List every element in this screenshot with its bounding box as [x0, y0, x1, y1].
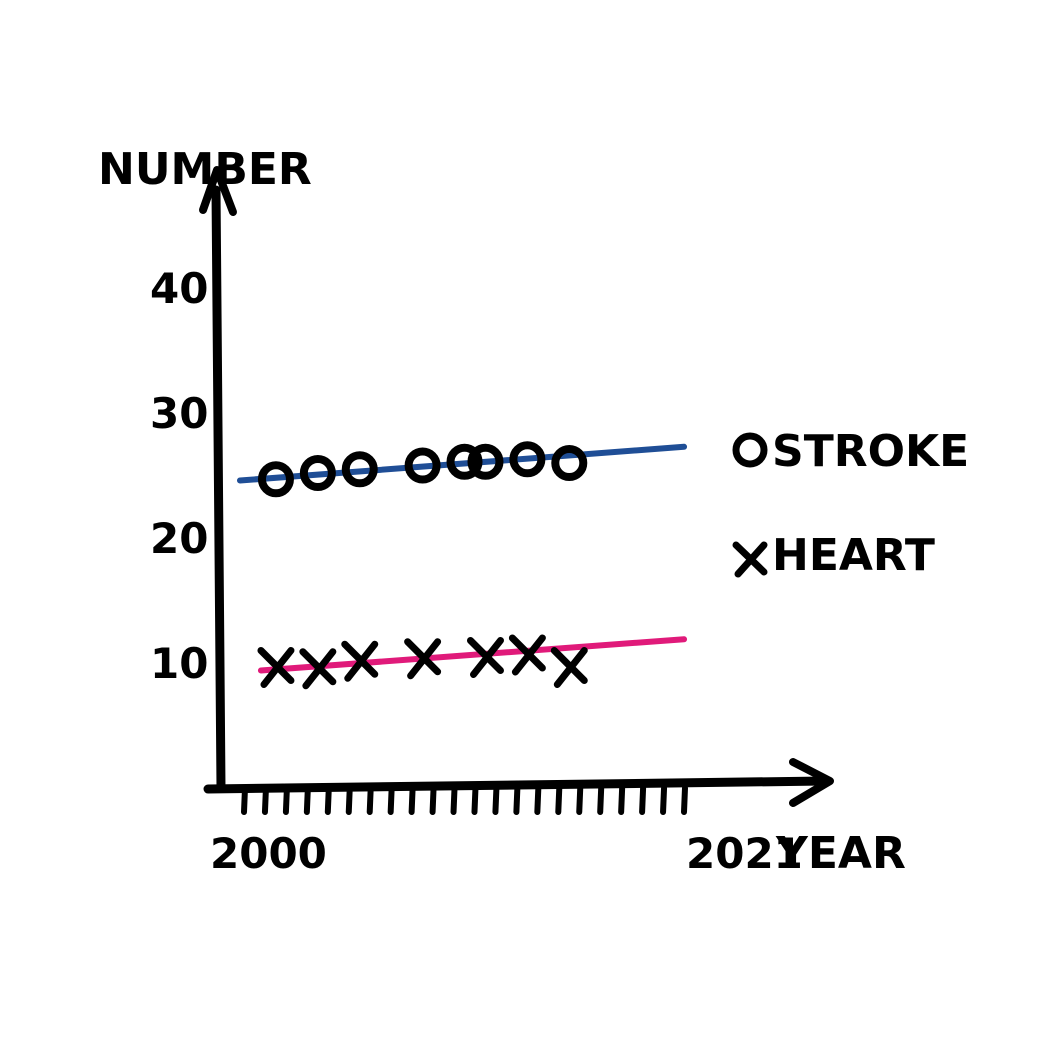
legend-item-stroke: STROKE: [732, 426, 969, 477]
x-tick: [387, 785, 395, 815]
marker-stroke: [341, 451, 378, 488]
marker-stroke: [257, 461, 294, 498]
marker-stroke: [509, 441, 546, 478]
x-tick: [241, 785, 248, 815]
legend-item-heart: HEART: [732, 530, 935, 581]
x-tick-label-end: 2021: [686, 829, 803, 878]
x-tick: [408, 785, 416, 815]
legend-label-heart: HEART: [772, 530, 935, 581]
x-tick: [366, 785, 374, 815]
marker-heart: [404, 638, 442, 680]
marker-stroke: [551, 445, 588, 481]
marker-stroke: [299, 455, 336, 491]
x-tick: [471, 785, 479, 815]
x-axis-arrow-icon: [789, 758, 834, 807]
x-axis-ticks: [241, 785, 688, 815]
legend-circle-icon: [732, 432, 768, 468]
marker-stroke: [467, 443, 504, 480]
legend-x-icon: [732, 541, 768, 578]
y-tick-label: 30: [150, 389, 208, 438]
y-axis: [199, 166, 237, 793]
trend-line-stroke: [237, 443, 688, 484]
y-axis-line: [211, 185, 226, 793]
x-tick-label-start: 2000: [210, 829, 327, 878]
marker-heart: [299, 648, 337, 690]
trend-lines: [237, 443, 688, 674]
x-tick: [429, 785, 437, 815]
y-tick-label: 40: [150, 264, 208, 313]
x-tick: [303, 785, 311, 815]
x-tick: [492, 785, 500, 815]
y-axis-arrow-icon: [199, 166, 237, 216]
marker-stroke: [446, 443, 483, 480]
y-tick-labels: 10 20 30 40: [150, 264, 208, 688]
marker-stroke: [404, 447, 441, 484]
x-tick: [261, 785, 269, 815]
x-tick: [534, 785, 542, 815]
x-tick: [660, 785, 668, 815]
y-tick-label: 20: [150, 514, 208, 563]
marker-heart: [508, 634, 546, 676]
marker-heart: [550, 647, 588, 688]
x-tick: [639, 785, 647, 815]
data-markers: [257, 441, 588, 690]
x-tick: [324, 785, 332, 815]
y-tick-label: 10: [150, 639, 208, 688]
trend-line-heart: [257, 636, 688, 674]
y-axis-title: NUMBER: [98, 144, 312, 195]
x-tick: [555, 785, 563, 815]
x-tick: [576, 785, 584, 815]
marker-heart: [466, 637, 504, 678]
x-tick: [345, 785, 353, 815]
x-axis-title: YEAR: [775, 828, 906, 879]
marker-heart: [257, 647, 295, 688]
x-axis: [203, 758, 834, 815]
x-tick: [450, 785, 458, 815]
x-tick: [513, 785, 521, 815]
marker-heart: [341, 640, 379, 682]
legend-label-stroke: STROKE: [772, 426, 969, 477]
x-tick: [681, 785, 688, 815]
x-tick: [282, 785, 290, 815]
x-tick: [618, 785, 626, 815]
legend: STROKE HEART: [732, 426, 969, 581]
x-tick: [597, 785, 605, 815]
